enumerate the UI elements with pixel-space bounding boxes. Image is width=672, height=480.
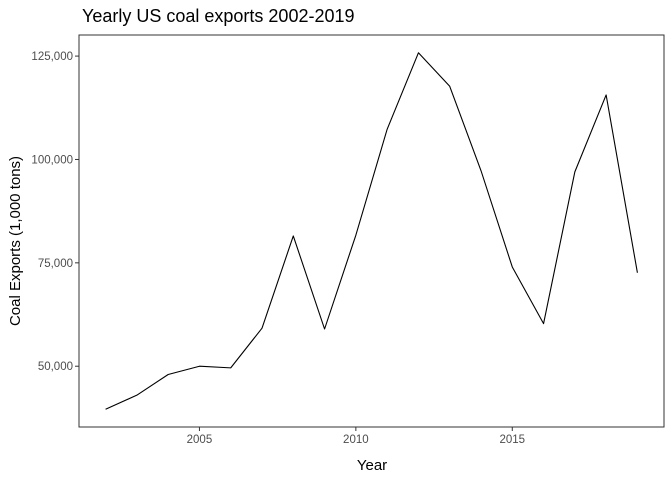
- y-axis-title: Coal Exports (1,000 tons): [7, 156, 24, 326]
- series-line: [105, 52, 638, 410]
- x-tick-label: 2010: [343, 434, 369, 446]
- y-tick-label: 100,000: [31, 154, 73, 166]
- chart-title: Yearly US coal exports 2002-2019: [82, 6, 355, 26]
- plot-border: [78, 34, 665, 428]
- plot-panel: [78, 34, 665, 428]
- y-axis: 50,000 75,000 100,000 125,000: [31, 51, 79, 373]
- x-axis: 2005 2010 2015: [187, 427, 525, 446]
- y-tick-label: 75,000: [38, 258, 73, 270]
- x-tick-label: 2005: [187, 434, 213, 446]
- series-layer: [105, 52, 638, 410]
- y-tick-label: 125,000: [31, 51, 73, 63]
- x-tick-label: 2015: [499, 434, 525, 446]
- x-axis-title: Year: [357, 457, 387, 474]
- y-tick-label: 50,000: [38, 361, 73, 373]
